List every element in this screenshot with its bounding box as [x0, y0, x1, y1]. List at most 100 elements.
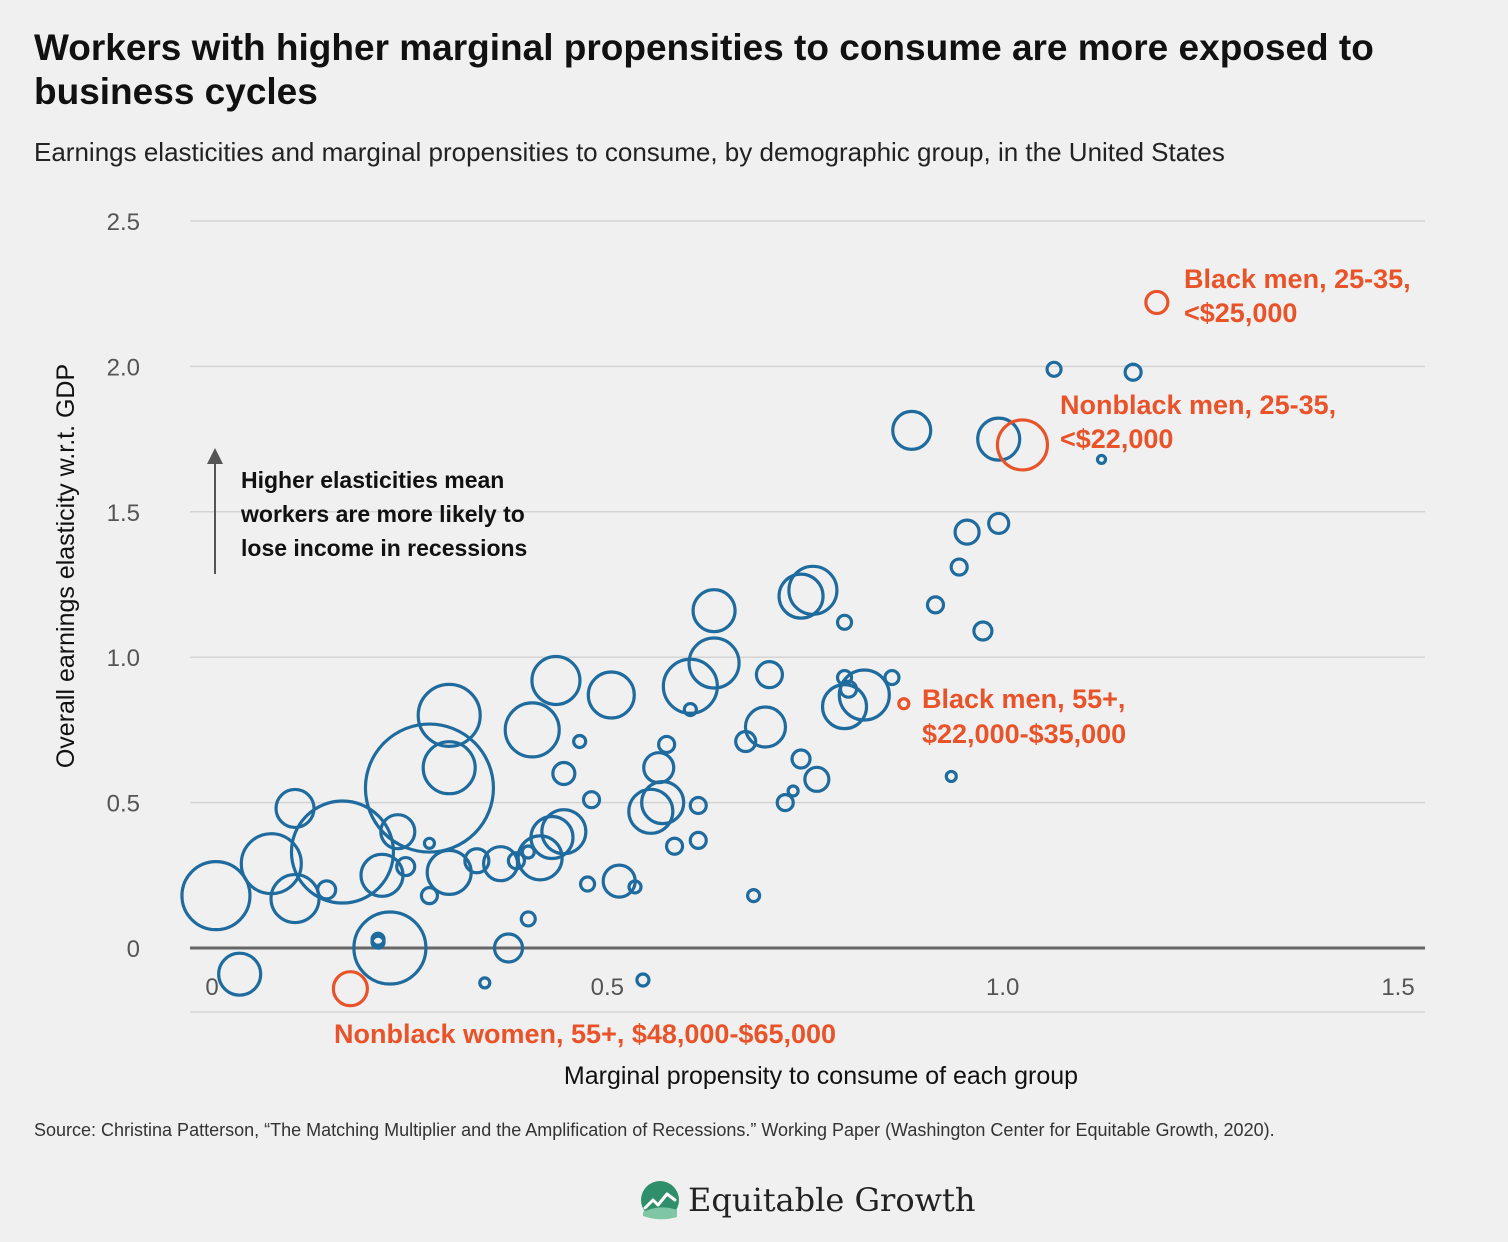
data-bubble [506, 851, 527, 871]
data-bubble [530, 654, 582, 707]
data-bubble [352, 910, 428, 986]
data-bubble [925, 595, 946, 615]
data-bubble [572, 733, 588, 750]
data-bubble [289, 799, 396, 905]
data-bubble [640, 779, 686, 826]
x-tick-label: 0.5 [591, 974, 624, 1001]
y-tick-label: 1.5 [107, 500, 140, 527]
callout-label: <$25,000 [1184, 298, 1297, 328]
annotation-line: workers are more likely to [240, 501, 525, 527]
y-tick-label: 1.0 [107, 645, 140, 672]
y-tick-label: 0.5 [107, 791, 140, 818]
gridlines [190, 220, 1425, 1013]
highlighted-bubble [1144, 289, 1170, 316]
data-bubble [1123, 362, 1143, 382]
source-note: Source: Christina Patterson, “The Matchi… [34, 1120, 1275, 1140]
data-bubble [520, 844, 536, 860]
y-axis-ticks: 0 0.5 1.0 1.5 2.0 2.5 [107, 209, 140, 963]
data-bubble [503, 701, 561, 759]
data-bubble [803, 765, 831, 793]
data-bubble [395, 855, 417, 878]
data-bubble [953, 518, 981, 546]
highlighted-bubble [897, 697, 911, 711]
callout-label: Nonblack women, 55+, $48,000-$65,000 [334, 1019, 836, 1049]
data-bubble [642, 751, 676, 785]
data-bubble [363, 722, 496, 854]
highlighted-bubble [331, 970, 369, 1008]
data-bubble [976, 416, 1022, 462]
data-bubble [775, 792, 795, 813]
data-bubble [416, 682, 482, 748]
data-bubble [419, 886, 440, 906]
annotation-line: Higher elasticities mean [241, 467, 504, 493]
y-tick-label: 2.0 [107, 354, 140, 381]
data-bubble [944, 769, 958, 784]
data-bubble [478, 976, 492, 990]
chart-subtitle: Earnings elasticities and marginal prope… [34, 137, 1225, 167]
data-bubble [746, 888, 762, 904]
callout-label: $22,000-$35,000 [922, 719, 1126, 749]
data-bubble [688, 830, 708, 851]
data-bubble [540, 808, 588, 856]
elasticity-annotation: Higher elasticities mean workers are mor… [207, 448, 527, 574]
data-bubble [516, 834, 564, 882]
callout-label: <$22,000 [1060, 424, 1173, 454]
data-bubble [949, 557, 969, 577]
data-bubble [581, 790, 602, 810]
callout-labels: Black men, 25-35, <$25,000 Nonblack men,… [334, 264, 1411, 1049]
data-bubble [492, 932, 525, 964]
callout-label: Black men, 55+, [922, 684, 1125, 714]
data-bubble [551, 760, 577, 787]
x-axis-title: Marginal propensity to consume of each g… [564, 1062, 1078, 1090]
data-bubble [586, 670, 636, 720]
data-bubble [274, 787, 316, 830]
data-bubble [790, 748, 812, 770]
bubble-series [180, 360, 1143, 997]
chart-title: Workers with higher marginal propensitie… [34, 27, 1374, 112]
data-bubble [635, 972, 651, 988]
data-bubble [787, 564, 839, 616]
data-bubble [820, 683, 869, 731]
callout-label: Nonblack men, 25-35, [1060, 390, 1336, 420]
data-bubble [627, 787, 675, 835]
data-bubble [688, 795, 708, 816]
annotation-line: lose income in recessions [241, 535, 527, 561]
data-bubble [687, 636, 741, 690]
data-bubble [529, 814, 575, 861]
y-tick-label: 0 [127, 936, 140, 963]
data-bubble [657, 734, 677, 755]
data-bubble [180, 860, 252, 932]
equitable-growth-logo-icon [641, 1181, 679, 1220]
data-bubble [786, 784, 800, 798]
data-bubble [987, 511, 1011, 536]
y-axis-title: Overall earnings elasticity w.r.t. GDP [52, 364, 80, 768]
y-tick-label: 2.5 [107, 209, 140, 236]
data-bubble [1045, 360, 1063, 378]
data-bubble [422, 836, 437, 850]
x-tick-label: 0 [205, 974, 218, 1001]
data-bubble [421, 740, 477, 796]
data-bubble [578, 875, 597, 893]
data-bubble [359, 852, 405, 898]
callout-label: Black men, 25-35, [1184, 264, 1411, 294]
up-arrow-head [207, 448, 223, 464]
data-bubble [463, 847, 491, 875]
x-tick-label: 1.0 [986, 974, 1019, 1001]
data-bubble [682, 701, 698, 718]
data-bubble [754, 660, 785, 690]
x-axis-ticks: 0 0.5 1.0 1.5 [205, 974, 1414, 1001]
data-bubble [1095, 453, 1108, 466]
data-bubble [519, 910, 537, 928]
data-bubble [743, 705, 788, 749]
data-bubble [316, 879, 338, 901]
data-bubble [835, 613, 854, 631]
brand-name: Equitable Growth [688, 1181, 976, 1219]
data-bubble [837, 668, 891, 722]
x-tick-label: 1.5 [1381, 974, 1414, 1001]
data-bubble [370, 934, 386, 950]
data-bubble [691, 588, 737, 634]
data-bubble [891, 409, 933, 451]
data-bubble [883, 668, 901, 687]
highlighted-bubbles [331, 289, 1170, 1008]
